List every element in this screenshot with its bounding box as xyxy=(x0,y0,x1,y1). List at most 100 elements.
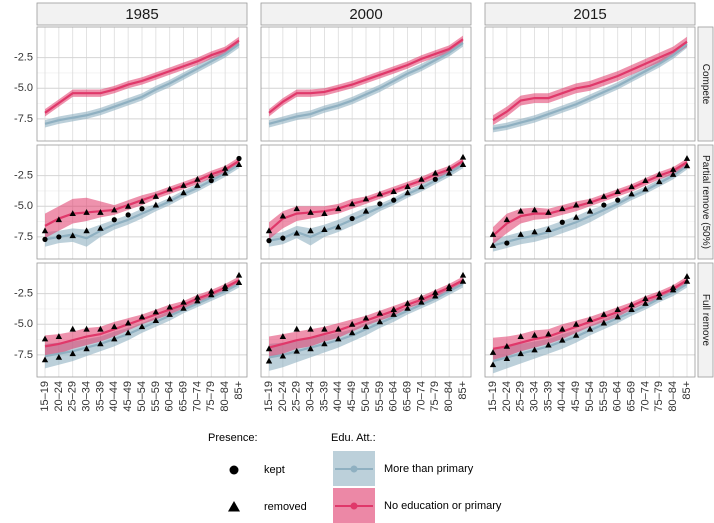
point-removed xyxy=(642,295,649,301)
x-tick-label: 80–84 xyxy=(443,381,455,412)
point-removed xyxy=(489,349,497,355)
point-removed xyxy=(208,172,215,179)
column-strip-label: 1985 xyxy=(125,6,158,23)
point-removed xyxy=(97,209,104,215)
x-tick-label: 45–49 xyxy=(346,381,358,412)
line xyxy=(492,40,688,122)
point-removed xyxy=(265,345,273,352)
row-strip xyxy=(697,262,714,378)
point-removed xyxy=(517,207,524,214)
x-tick-label: 20–24 xyxy=(53,381,65,412)
x-tick-label: 45–49 xyxy=(570,381,582,412)
point-removed xyxy=(628,190,635,197)
x-tick-label: 35–39 xyxy=(542,381,554,412)
point-removed xyxy=(55,333,63,339)
point-kept xyxy=(56,234,62,240)
point-removed xyxy=(683,162,691,169)
point-removed xyxy=(124,319,132,326)
point-removed xyxy=(307,325,314,332)
point-removed xyxy=(489,361,497,368)
point-removed xyxy=(390,311,397,317)
point-removed xyxy=(531,346,538,353)
point-kept xyxy=(280,235,286,241)
x-tick-label: 70–74 xyxy=(191,381,203,412)
x-tick-label: 50–54 xyxy=(136,381,148,412)
point-removed xyxy=(362,314,370,321)
point-removed xyxy=(376,318,384,325)
point-kept xyxy=(236,155,242,162)
point-removed xyxy=(69,325,76,332)
point-removed xyxy=(445,169,453,176)
row-strip-label: Full remove xyxy=(700,294,711,347)
point-removed xyxy=(404,304,411,311)
x-tick-label: 55–59 xyxy=(150,381,162,412)
point-removed xyxy=(404,300,411,306)
point-removed xyxy=(489,231,497,237)
legend-label: No education or primary xyxy=(384,500,502,512)
column-strip-label: 2015 xyxy=(573,6,606,23)
point-removed xyxy=(517,350,524,357)
point-kept xyxy=(125,212,131,218)
point-removed xyxy=(265,357,273,364)
point-removed xyxy=(348,320,356,327)
point-removed xyxy=(335,223,342,230)
point-removed xyxy=(69,350,76,357)
panel-border xyxy=(260,144,472,260)
point-removed xyxy=(180,189,187,196)
point-removed xyxy=(41,356,49,363)
point-removed xyxy=(235,279,243,286)
point-kept xyxy=(42,236,48,242)
y-tick-label: -7.5 xyxy=(14,349,33,361)
point-removed xyxy=(459,161,467,168)
row-strip xyxy=(697,144,714,260)
point-removed xyxy=(166,195,173,202)
point-removed xyxy=(404,189,411,196)
point-removed xyxy=(348,329,356,336)
row-strip-label: Partial remove (50%) xyxy=(700,155,711,249)
panel-border xyxy=(484,262,696,378)
point-removed xyxy=(572,320,580,327)
point-kept xyxy=(391,197,397,203)
panel-border xyxy=(260,26,472,142)
point-removed xyxy=(69,232,76,239)
point-removed xyxy=(235,161,243,168)
point-removed xyxy=(559,325,566,332)
point-removed xyxy=(335,325,342,332)
x-tick-label: 40–44 xyxy=(332,381,344,412)
point-removed xyxy=(321,226,328,232)
point-removed xyxy=(404,183,411,190)
point-removed xyxy=(152,317,160,324)
legend-label: kept xyxy=(264,464,285,476)
x-tick-label: 20–24 xyxy=(277,381,289,412)
line xyxy=(44,39,240,114)
point-removed xyxy=(152,193,160,199)
point-removed xyxy=(208,291,215,298)
point-removed xyxy=(293,347,300,354)
point-removed xyxy=(600,311,608,317)
point-removed xyxy=(111,335,118,342)
point-removed xyxy=(559,205,566,212)
point-removed xyxy=(83,227,90,234)
x-tick-label: 35–39 xyxy=(94,381,106,412)
x-tick-label: 80–84 xyxy=(667,381,679,412)
x-tick-label: 25–29 xyxy=(515,381,527,412)
point-removed xyxy=(194,175,201,182)
x-tick-label: 85+ xyxy=(233,381,245,400)
point-removed xyxy=(656,290,663,297)
point-removed xyxy=(362,323,370,330)
point-removed xyxy=(459,277,467,284)
point-removed xyxy=(489,242,497,248)
x-tick-label: 60–64 xyxy=(612,381,624,412)
point-removed xyxy=(545,209,552,215)
point-removed xyxy=(83,209,90,215)
row-strip xyxy=(697,26,714,142)
point-removed xyxy=(656,293,663,300)
legend-key-removed xyxy=(228,501,240,512)
point-removed xyxy=(111,206,118,213)
column-strip xyxy=(484,2,696,26)
point-removed xyxy=(138,323,146,330)
line xyxy=(44,163,240,241)
point-kept xyxy=(208,177,214,184)
column-strip-label: 2000 xyxy=(349,6,382,23)
x-tick-label: 15–19 xyxy=(263,381,275,412)
